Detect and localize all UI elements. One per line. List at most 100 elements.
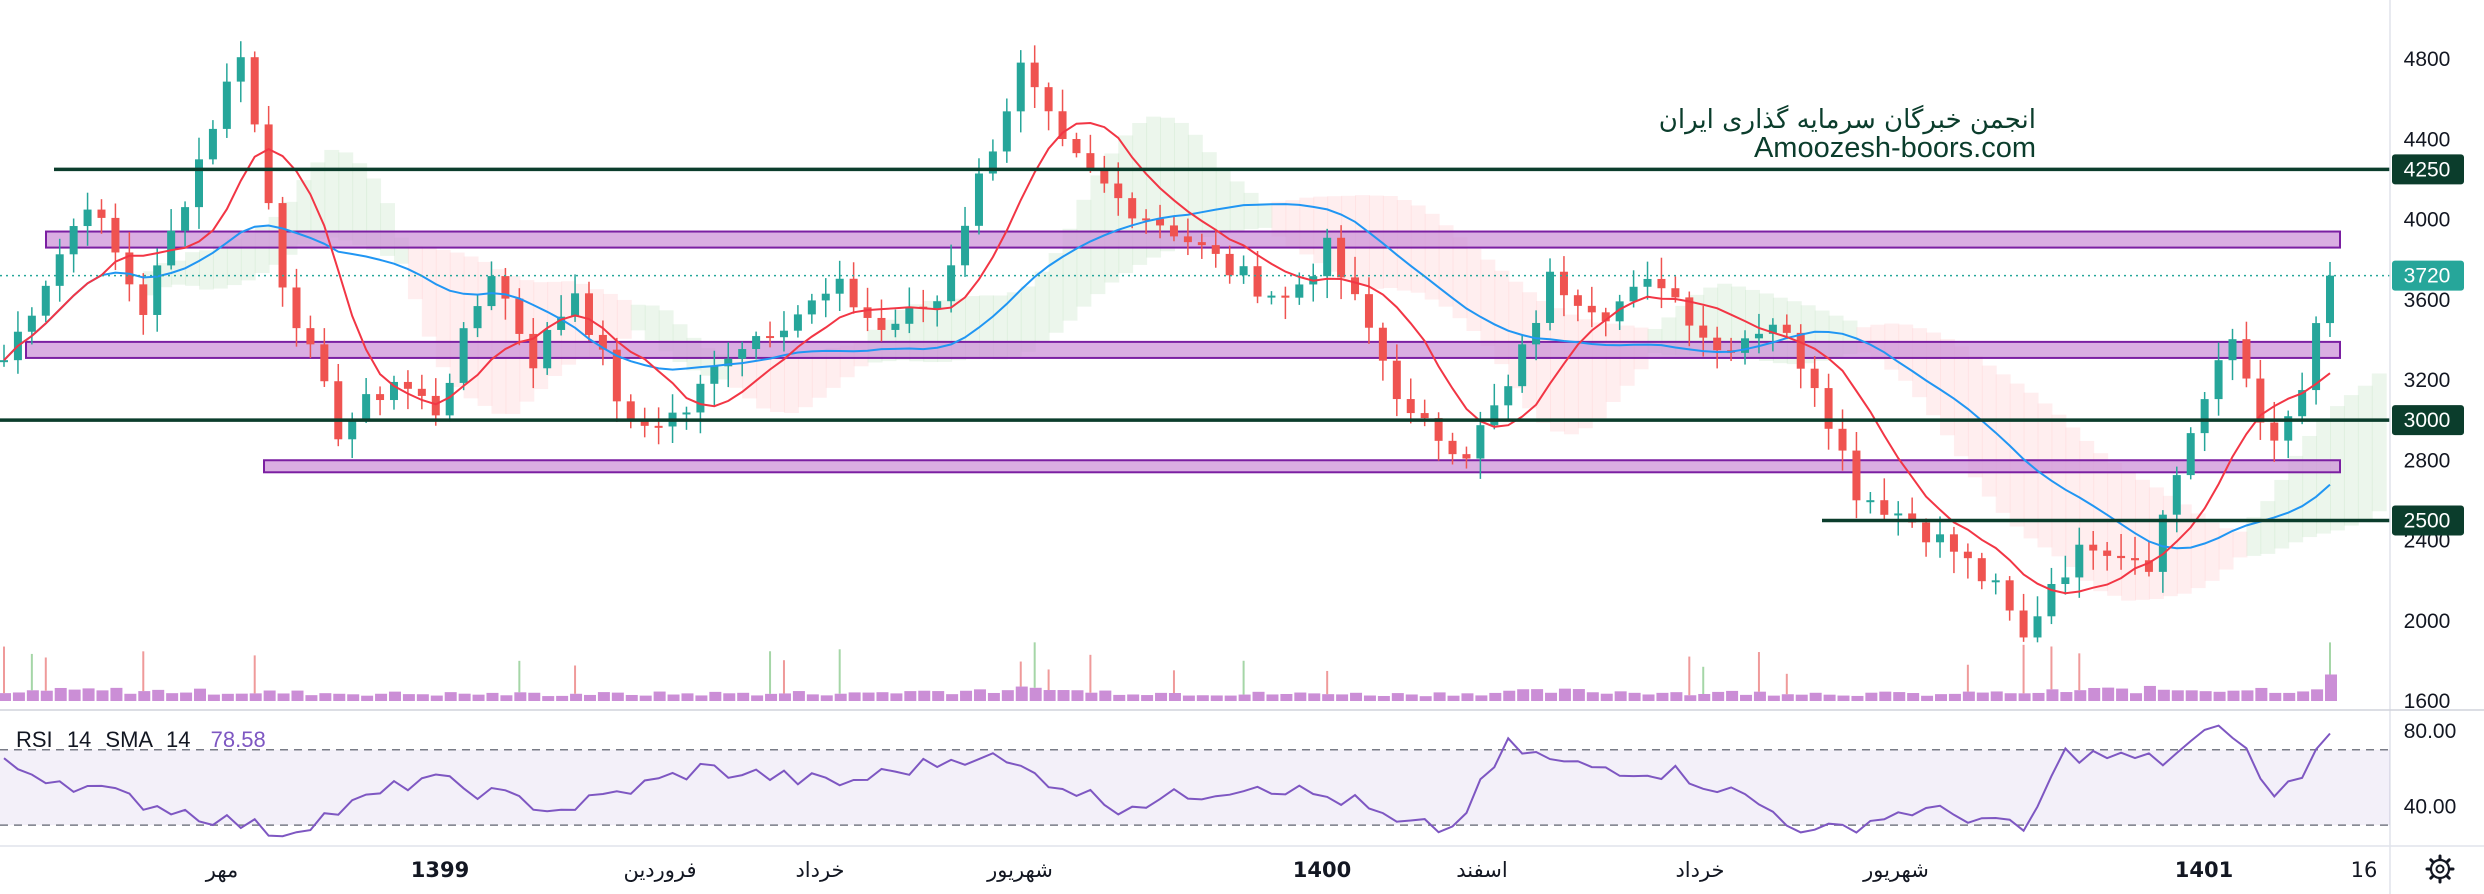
candle-body <box>821 293 830 301</box>
time-tick-label: شهریور <box>986 858 1053 882</box>
volume-bar <box>402 694 415 701</box>
volume-bar <box>1531 689 1544 701</box>
volume-bar <box>514 692 527 701</box>
volume-bar <box>570 693 583 701</box>
gear-icon[interactable] <box>2425 854 2455 884</box>
candle-body <box>1156 218 1165 226</box>
candle-body <box>1030 62 1039 88</box>
volume-bar <box>751 695 764 701</box>
candle-body <box>111 217 120 253</box>
volume-bar <box>778 693 791 701</box>
volume-bar <box>263 690 276 701</box>
cloud-segment <box>2246 517 2262 556</box>
sr-zone[interactable] <box>25 340 2341 359</box>
volume-bar <box>1419 696 1432 701</box>
cloud-segment <box>644 305 660 341</box>
volume-bar <box>1391 693 1404 701</box>
volume-bar <box>1085 692 1098 701</box>
candle-body <box>1615 301 1624 322</box>
candle-body <box>1559 271 1568 296</box>
volume-bar <box>180 692 193 701</box>
candle-body <box>167 230 176 266</box>
volume-bar <box>221 693 234 701</box>
candle-body <box>1741 338 1750 353</box>
cloud-segment <box>2009 383 2025 527</box>
candle-body <box>2172 475 2181 515</box>
candle-body <box>891 323 900 330</box>
time-axis[interactable]: مهر 1399 فروردین خرداد شهریور 1400 اسفند خرداد ش… <box>205 858 2378 882</box>
volume-bar <box>2297 691 2310 701</box>
candle-body <box>1782 324 1791 333</box>
volume-bar <box>542 696 555 701</box>
volume-bar <box>1057 690 1070 701</box>
cloud-segment <box>770 355 785 412</box>
cloud-segment <box>1577 319 1593 429</box>
candle-body <box>1546 271 1555 323</box>
volume-bar <box>2283 692 2296 701</box>
volume-bar <box>667 694 680 701</box>
candle-body <box>1462 454 1471 459</box>
candle-body <box>1392 360 1401 400</box>
candle-body <box>1629 286 1638 302</box>
volume-bar <box>96 690 109 701</box>
time-tick-label: 1400 <box>1293 858 1351 882</box>
price-tick-label: 4400 <box>2404 128 2451 151</box>
candle-body <box>1713 337 1722 351</box>
volume-bar <box>2269 692 2282 701</box>
candle-body <box>1378 327 1387 361</box>
volume-bar <box>639 695 652 701</box>
volume-bar <box>1224 695 1237 701</box>
candle-body <box>640 420 649 426</box>
volume-bar <box>1921 695 1934 701</box>
candle-body <box>139 284 148 315</box>
cloud-segment <box>226 238 242 286</box>
volume-bar <box>2143 685 2156 701</box>
candle-body <box>1838 428 1847 451</box>
rsi-tick-label: 40.00 <box>2404 795 2457 818</box>
volume-bar <box>1015 686 1028 701</box>
candle-body <box>389 381 398 401</box>
volume-bar <box>1503 690 1516 701</box>
candle-body <box>222 81 231 129</box>
candle-body <box>362 394 371 419</box>
cloud-segment <box>171 260 187 285</box>
candle-body <box>1142 218 1151 221</box>
sr-zone[interactable] <box>263 459 2341 474</box>
volume-bar <box>138 691 151 701</box>
volume-bar <box>737 692 750 701</box>
volume-bar <box>1350 692 1363 701</box>
volume-bar <box>1475 695 1488 701</box>
volume-bar <box>2046 689 2059 701</box>
volume-bar <box>765 693 778 701</box>
sr-zone[interactable] <box>45 230 2341 249</box>
volume-bar <box>2213 691 2226 701</box>
candle-body <box>584 293 593 335</box>
volume-bar <box>1935 694 1948 701</box>
candle-body <box>557 316 566 330</box>
cloud-segment <box>198 250 214 290</box>
volume-bar <box>1363 695 1376 701</box>
price-tick-label: 4800 <box>2404 48 2451 71</box>
time-tick-label: 1401 <box>2175 858 2233 882</box>
levels-layer[interactable] <box>0 167 2390 523</box>
candle-body <box>612 349 621 402</box>
volume-bar <box>1670 692 1683 701</box>
cloud-segment <box>435 249 451 368</box>
volume-bar <box>40 690 53 701</box>
volume-bar <box>918 690 931 701</box>
candle-body <box>571 293 580 317</box>
rsi-pane <box>0 724 2390 838</box>
volume-bar <box>1405 694 1418 701</box>
rsi-legend[interactable]: RSI 14 SMA 14 78.58 <box>16 727 266 752</box>
candle-body <box>1406 399 1415 414</box>
candle-body <box>320 344 329 382</box>
candle-body <box>1128 198 1137 219</box>
cloud-segment <box>2260 501 2276 554</box>
volume-bar <box>1823 694 1836 701</box>
price-tick-label: 3200 <box>2404 369 2451 392</box>
volume-bar <box>207 694 220 701</box>
volume-bar <box>26 690 39 701</box>
candle-body <box>1323 237 1332 277</box>
